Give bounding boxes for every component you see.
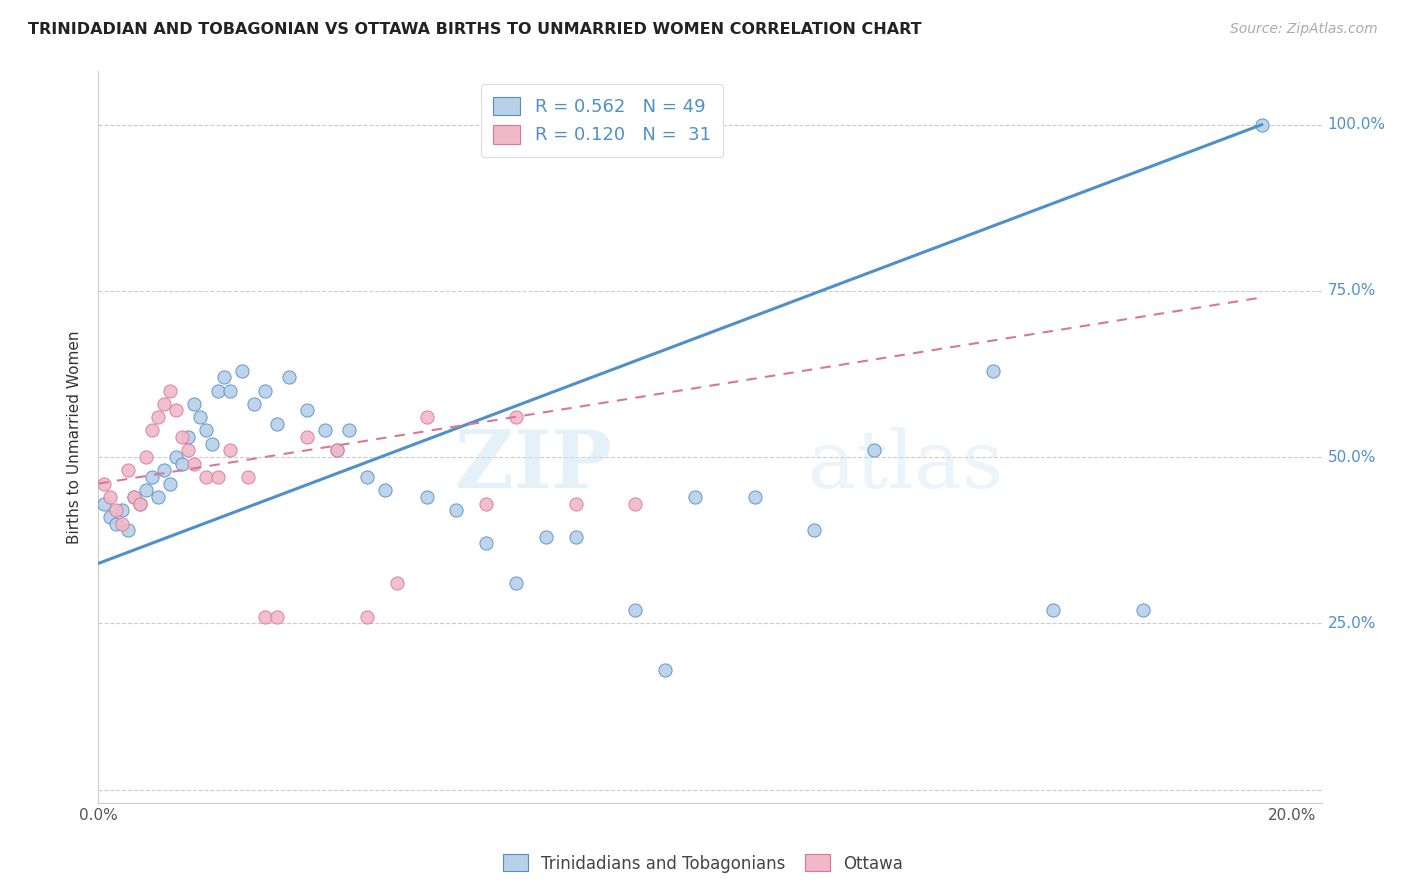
Point <box>207 384 229 398</box>
Point <box>744 490 766 504</box>
Point <box>207 470 229 484</box>
Text: Source: ZipAtlas.com: Source: ZipAtlas.com <box>1230 22 1378 37</box>
Point <box>326 443 349 458</box>
Point <box>93 476 115 491</box>
Point <box>111 503 134 517</box>
Point <box>177 430 200 444</box>
Point <box>1132 603 1154 617</box>
Point <box>135 450 157 464</box>
Point <box>218 443 240 458</box>
Point <box>297 403 319 417</box>
Legend: Trinidadians and Tobagonians, Ottawa: Trinidadians and Tobagonians, Ottawa <box>496 847 910 880</box>
Point <box>201 436 224 450</box>
Point <box>159 384 181 398</box>
Point <box>141 424 163 438</box>
Point <box>254 384 277 398</box>
Point <box>153 463 176 477</box>
Point <box>374 483 396 498</box>
Point <box>254 609 277 624</box>
Text: TRINIDADIAN AND TOBAGONIAN VS OTTAWA BIRTHS TO UNMARRIED WOMEN CORRELATION CHART: TRINIDADIAN AND TOBAGONIAN VS OTTAWA BIR… <box>28 22 922 37</box>
Point <box>236 470 259 484</box>
Point <box>446 503 468 517</box>
Point <box>1042 603 1064 617</box>
Text: 50.0%: 50.0% <box>1327 450 1376 465</box>
Point <box>314 424 336 438</box>
Point <box>1251 118 1274 132</box>
Point <box>177 443 200 458</box>
Point <box>505 410 527 425</box>
Point <box>266 609 288 624</box>
Point <box>337 424 360 438</box>
Point <box>654 131 676 145</box>
Point <box>153 397 176 411</box>
Point <box>146 410 169 425</box>
Point <box>117 463 139 477</box>
Point <box>242 397 264 411</box>
Text: 75.0%: 75.0% <box>1327 284 1376 298</box>
Point <box>165 450 187 464</box>
Point <box>672 131 695 145</box>
Point <box>356 609 378 624</box>
Point <box>475 497 498 511</box>
Point <box>654 663 676 677</box>
Point <box>129 497 152 511</box>
Point <box>98 509 121 524</box>
Point <box>683 490 706 504</box>
Point <box>415 490 437 504</box>
Point <box>624 497 647 511</box>
Point <box>385 576 408 591</box>
Point <box>803 523 825 537</box>
Point <box>863 443 886 458</box>
Point <box>194 470 217 484</box>
Point <box>135 483 157 498</box>
Point <box>183 397 205 411</box>
Point <box>212 370 235 384</box>
Point <box>356 470 378 484</box>
Point <box>170 430 193 444</box>
Point <box>565 530 588 544</box>
Point <box>129 497 152 511</box>
Point <box>266 417 288 431</box>
Point <box>146 490 169 504</box>
Text: atlas: atlas <box>808 427 1002 506</box>
Point <box>218 384 240 398</box>
Y-axis label: Births to Unmarried Women: Births to Unmarried Women <box>67 330 83 544</box>
Point <box>415 410 437 425</box>
Point <box>624 603 647 617</box>
Text: 100.0%: 100.0% <box>1327 117 1386 132</box>
Point <box>475 536 498 550</box>
Point <box>170 457 193 471</box>
Point <box>122 490 145 504</box>
Point <box>297 430 319 444</box>
Point <box>105 516 128 531</box>
Point <box>505 576 527 591</box>
Text: 25.0%: 25.0% <box>1327 615 1376 631</box>
Point <box>111 516 134 531</box>
Point <box>105 503 128 517</box>
Point <box>565 497 588 511</box>
Point <box>141 470 163 484</box>
Point <box>188 410 211 425</box>
Point <box>326 443 349 458</box>
Point <box>93 497 115 511</box>
Point <box>983 363 1005 377</box>
Point <box>183 457 205 471</box>
Text: ZIP: ZIP <box>456 427 612 506</box>
Point <box>159 476 181 491</box>
Point <box>165 403 187 417</box>
Point <box>534 530 557 544</box>
Point <box>98 490 121 504</box>
Point <box>194 424 217 438</box>
Point <box>278 370 301 384</box>
Legend: R = 0.562   N = 49, R = 0.120   N =  31: R = 0.562 N = 49, R = 0.120 N = 31 <box>481 84 723 157</box>
Point <box>231 363 253 377</box>
Point <box>122 490 145 504</box>
Point <box>117 523 139 537</box>
